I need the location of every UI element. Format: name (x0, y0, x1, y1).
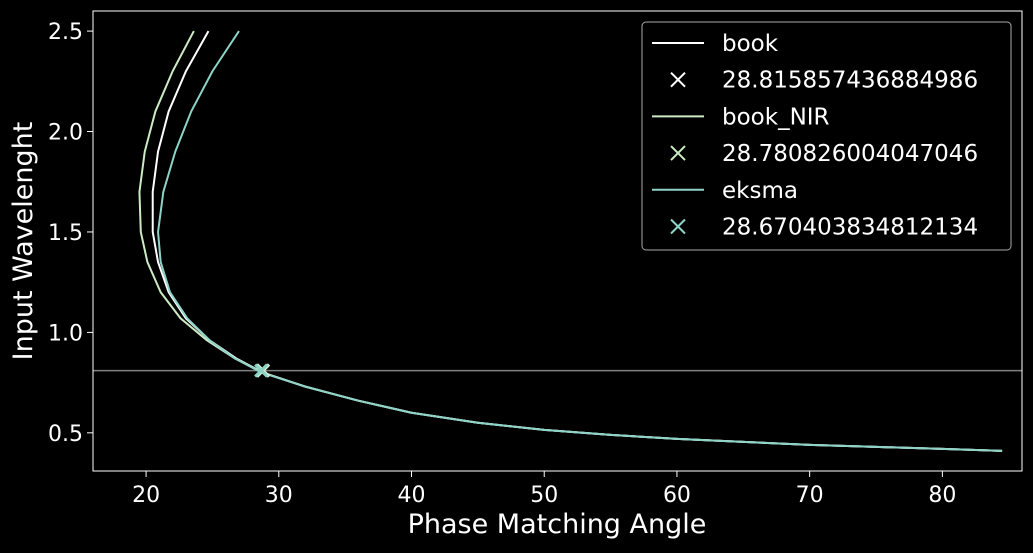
y-tick-label: 1.5 (48, 221, 83, 246)
x-tick-label: 70 (796, 483, 824, 508)
legend-label: 28.780826004047046 (722, 141, 978, 167)
legend-entry: book_NIR (652, 104, 830, 130)
legend-label: 28.670403834812134 (722, 215, 978, 241)
legend: book 28.815857436884986 book_NIR 28.7808260… (641, 21, 1012, 251)
y-axis-label: Input Wavelenght (8, 122, 39, 361)
y-tick-label: 0.5 (48, 422, 83, 447)
x-tick-label: 60 (663, 483, 691, 508)
axes-frame (92, 10, 1023, 472)
x-tick-label: 20 (132, 483, 160, 508)
x-tick-label: 80 (928, 483, 956, 508)
plot-area (93, 30, 1022, 452)
legend-entry: 28.670403834812134 (670, 215, 978, 241)
legend-entry: book (652, 31, 779, 57)
axes: 20 30 40 50 60 70 80 0.5 1.0 1.5 2.0 2.5 (48, 10, 1023, 508)
legend-label: book_NIR (722, 104, 830, 130)
x-tick-label: 50 (530, 483, 558, 508)
legend-marker-swatch (670, 145, 686, 161)
legend-entry: eksma (652, 178, 798, 204)
x-tick-label: 40 (398, 483, 426, 508)
legend-label: eksma (722, 178, 798, 204)
series-line-eksma (157, 30, 1003, 452)
y-tick-label: 1.0 (48, 321, 83, 346)
legend-label: book (722, 31, 779, 57)
marker-2 (254, 363, 269, 378)
x-tick-label: 30 (265, 483, 293, 508)
legend-marker-swatch (670, 218, 686, 235)
legend-label: 28.815857436884986 (722, 68, 978, 94)
legend-box (641, 21, 1012, 251)
legend-entry: 28.815857436884986 (670, 68, 978, 94)
legend-entry: 28.780826004047046 (670, 141, 978, 167)
y-tick-label: 2.5 (48, 20, 83, 45)
y-tick-label: 2.0 (48, 121, 83, 146)
legend-marker-swatch (670, 71, 686, 88)
x-axis-label: Phase Matching Angle (408, 509, 707, 540)
